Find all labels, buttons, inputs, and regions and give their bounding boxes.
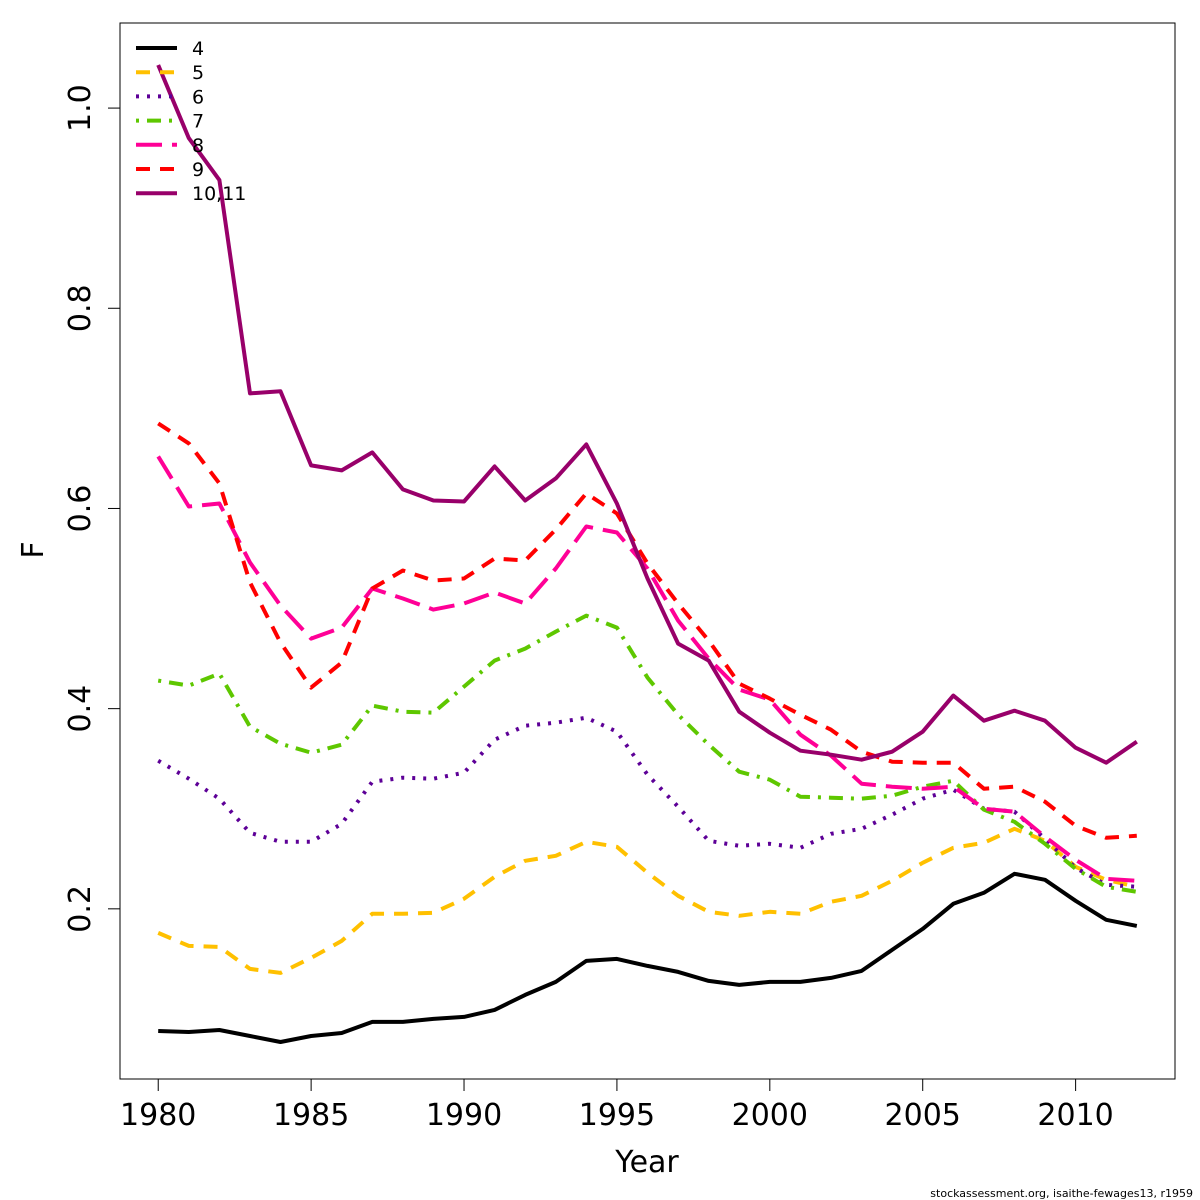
series-line xyxy=(157,421,1137,840)
credit-text: stockassessment.org, isaithe-fewages13, … xyxy=(930,1187,1193,1200)
series-4 xyxy=(158,871,1138,1044)
legend-label: 5 xyxy=(192,62,204,84)
series-line xyxy=(157,826,1138,975)
legend-item: 4 xyxy=(136,38,204,60)
series-5 xyxy=(157,826,1138,975)
legend-item: 7 xyxy=(136,111,204,133)
y-tick-label: 1.0 xyxy=(63,84,98,132)
series-line xyxy=(156,64,1138,765)
x-tick-label: 1995 xyxy=(579,1098,655,1133)
legend-label: 6 xyxy=(192,86,204,108)
legend-item: 9 xyxy=(136,159,204,181)
x-axis-title: Year xyxy=(614,1145,679,1180)
series-line xyxy=(158,871,1138,1044)
legend-item: 10,11 xyxy=(136,183,246,205)
x-tick-label: 1980 xyxy=(120,1098,196,1133)
legend-label: 9 xyxy=(192,159,204,181)
x-tick-label: 2000 xyxy=(732,1098,808,1133)
legend-item: 8 xyxy=(136,135,204,157)
legend-label: 10,11 xyxy=(192,183,246,205)
x-axis: 1980 1985 1990 1995 2000 2005 2010 xyxy=(120,1078,1114,1133)
y-tick-label: 0.4 xyxy=(63,685,98,733)
legend-item: 6 xyxy=(136,86,204,108)
x-tick-label: 1985 xyxy=(273,1098,349,1133)
y-tick-label: 0.8 xyxy=(63,284,98,332)
y-tick-label: 0.6 xyxy=(63,485,98,533)
series-8 xyxy=(156,455,1137,883)
series-line xyxy=(156,455,1137,883)
y-tick-label: 0.2 xyxy=(63,885,98,933)
x-tick-label: 1990 xyxy=(426,1098,502,1133)
series-group xyxy=(156,64,1138,1044)
x-tick-label: 2010 xyxy=(1037,1098,1113,1133)
y-axis-title: F xyxy=(16,541,51,558)
legend-item: 5 xyxy=(136,62,204,84)
x-tick-label: 2005 xyxy=(885,1098,961,1133)
plot-frame xyxy=(119,22,1176,1080)
legend-label: 7 xyxy=(192,111,204,133)
legend-label: 4 xyxy=(192,38,204,60)
series-10-11 xyxy=(156,64,1138,765)
series-9 xyxy=(157,421,1137,840)
legend-label: 8 xyxy=(192,135,204,157)
